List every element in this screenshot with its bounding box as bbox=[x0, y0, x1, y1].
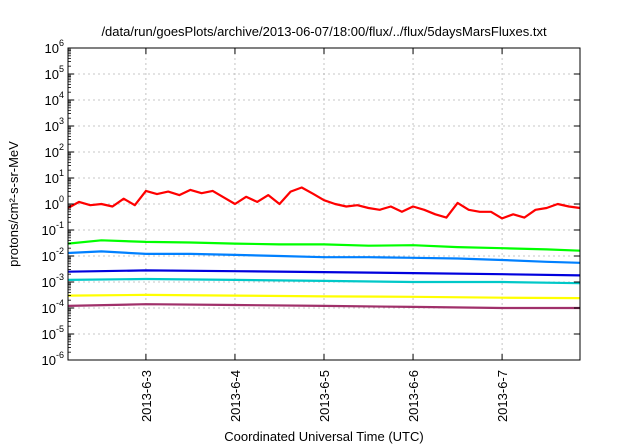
y-tick-label: 10-6 bbox=[42, 350, 64, 368]
y-tick-label: 104 bbox=[45, 90, 64, 108]
x-axis-label: Coordinated Universal Time (UTC) bbox=[224, 429, 423, 444]
ticks: 10-6 10-5 10-4 10-3 10-2 10-1 100 101 102 103 104 1… bbox=[42, 38, 580, 422]
y-tick-label: 10-1 bbox=[42, 220, 64, 238]
y-tick-label: 103 bbox=[45, 116, 64, 134]
y-axis-label: protons/cm²-s-sr-MeV bbox=[6, 141, 21, 267]
x-tick-label: 2013-6-5 bbox=[317, 370, 332, 422]
series-line-4 bbox=[67, 269, 581, 277]
x-tick-label: 2013-6-7 bbox=[495, 370, 510, 422]
grid bbox=[68, 48, 580, 360]
series-line-5 bbox=[67, 277, 581, 285]
y-tick-label: 10-5 bbox=[42, 324, 64, 342]
y-tick-label: 102 bbox=[45, 142, 64, 160]
chart-title: /data/run/goesPlots/archive/2013-06-07/1… bbox=[101, 24, 547, 39]
y-tick-label: 10-3 bbox=[42, 272, 64, 290]
x-tick-label: 2013-6-6 bbox=[406, 370, 421, 422]
series-layer bbox=[67, 186, 581, 310]
y-tick-label: 106 bbox=[45, 38, 64, 56]
y-axis-label-group: protons/cm²-s-sr-MeV bbox=[6, 141, 21, 267]
y-tick-label: 10-2 bbox=[42, 246, 64, 264]
series-line-7 bbox=[67, 303, 580, 310]
y-tick-label: 101 bbox=[45, 168, 64, 186]
series-line-3 bbox=[67, 250, 581, 264]
y-tick-label: 105 bbox=[45, 64, 64, 82]
x-tick-label: 2013-6-4 bbox=[228, 370, 243, 422]
series-line-1 bbox=[67, 186, 581, 220]
y-tick-label: 10-4 bbox=[42, 298, 64, 316]
series-line-2 bbox=[67, 239, 581, 252]
x-tick-label: 2013-6-3 bbox=[139, 370, 154, 422]
series-line-6 bbox=[67, 293, 581, 300]
y-tick-label: 100 bbox=[45, 194, 64, 212]
